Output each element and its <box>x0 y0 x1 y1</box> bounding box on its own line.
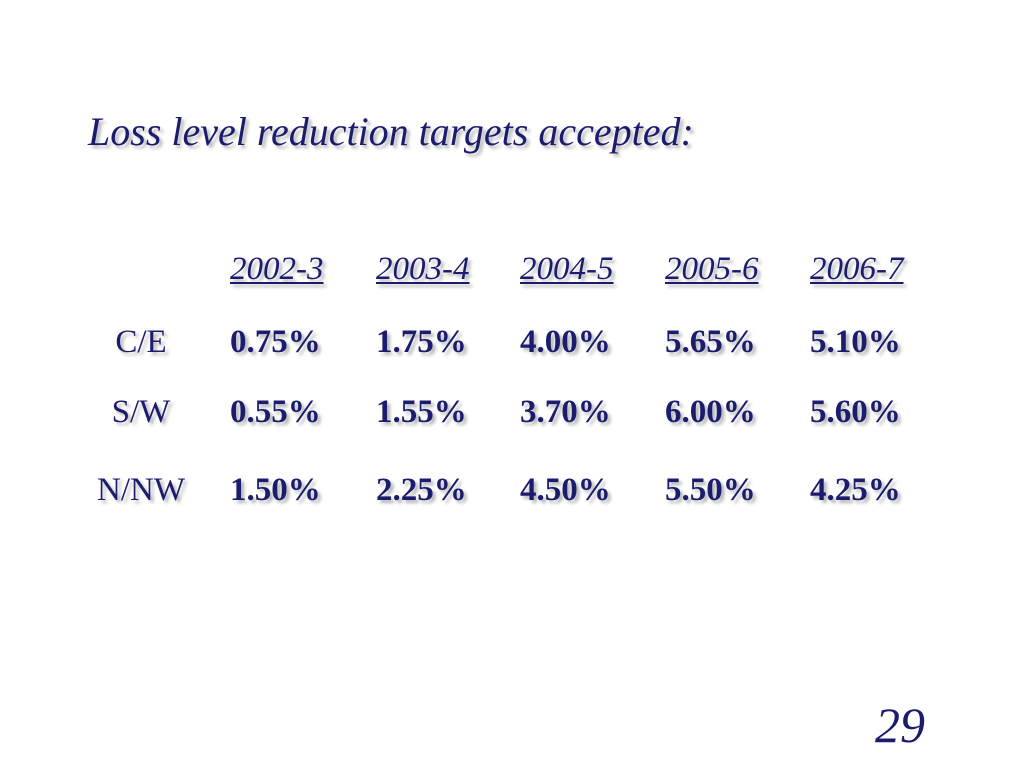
column-header-year: 2003-4 <box>376 251 470 287</box>
table-cell-value: 0.55% <box>230 394 321 430</box>
table-cell-value: 0.75% <box>230 324 321 360</box>
table-cell-value: 5.10% <box>810 324 901 360</box>
table-cell-value: 1.75% <box>376 324 467 360</box>
table-cell-value: 2.25% <box>376 472 467 508</box>
table-cell-value: 5.65% <box>665 324 756 360</box>
table-cell-value: 1.50% <box>230 472 321 508</box>
column-header-year: 2004-5 <box>520 251 614 287</box>
column-header-year: 2006-7 <box>810 251 904 287</box>
row-label-region: S/W <box>111 394 171 430</box>
page-number: 29 <box>875 697 925 753</box>
column-header-year: 2005-6 <box>665 251 759 287</box>
table-cell-value: 3.70% <box>520 394 611 430</box>
table-cell-value: 5.50% <box>665 472 756 508</box>
table-cell-value: 4.25% <box>810 472 901 508</box>
row-label-region: N/NW <box>97 472 185 508</box>
column-header-year: 2002-3 <box>230 251 324 287</box>
table-cell-value: 6.00% <box>665 394 756 430</box>
table-cell-value: 4.50% <box>520 472 611 508</box>
table-cell-value: 4.00% <box>520 324 611 360</box>
slide-title: Loss level reduction targets accepted: <box>88 109 694 154</box>
table-cell-value: 1.55% <box>376 394 467 430</box>
row-label-region: C/E <box>115 324 167 360</box>
table-cell-value: 5.60% <box>810 394 901 430</box>
